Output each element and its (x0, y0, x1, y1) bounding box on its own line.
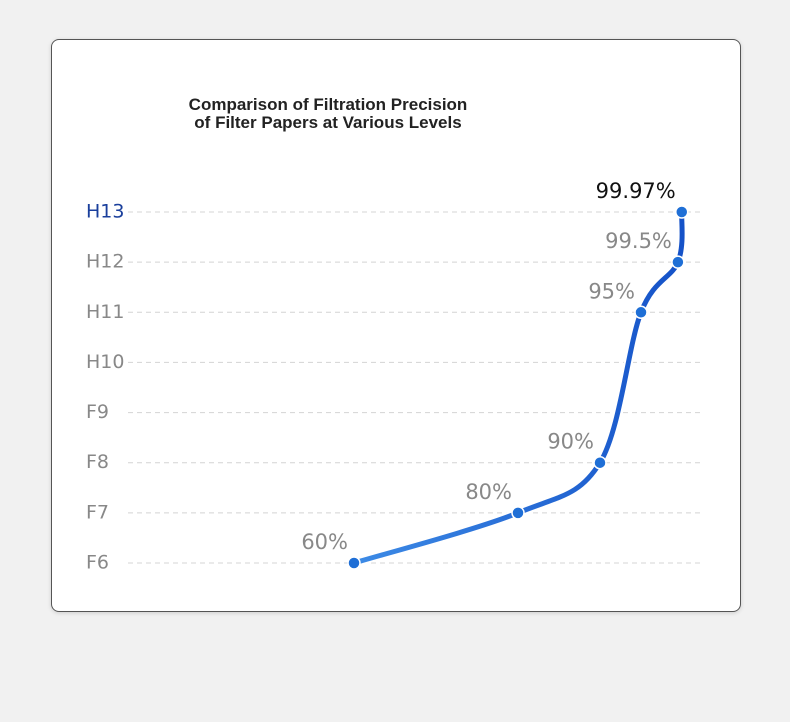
data-label: 60% (301, 530, 348, 554)
point (511, 506, 525, 520)
data-label: 90% (547, 430, 594, 454)
y-tick-label: F7 (86, 501, 109, 523)
y-tick-label: H10 (86, 351, 124, 373)
chart-title: Comparison of Filtration Precision of Fil… (189, 95, 468, 132)
y-tick-label: F6 (86, 552, 109, 574)
y-tick-label: H13 (86, 201, 124, 223)
point (634, 305, 648, 320)
y-tick-label: F8 (86, 451, 109, 473)
card (51, 39, 741, 612)
point (593, 455, 607, 470)
point (347, 556, 361, 570)
y-tick-label: H12 (86, 251, 124, 273)
point (671, 255, 685, 269)
data-label: 99.97% (596, 179, 676, 203)
data-label: 95% (588, 279, 635, 303)
data-label: 99.5% (605, 229, 672, 253)
point (675, 205, 689, 219)
data-label: 80% (465, 480, 512, 504)
y-tick-label: H11 (86, 301, 124, 323)
y-tick-label: F9 (86, 401, 109, 423)
